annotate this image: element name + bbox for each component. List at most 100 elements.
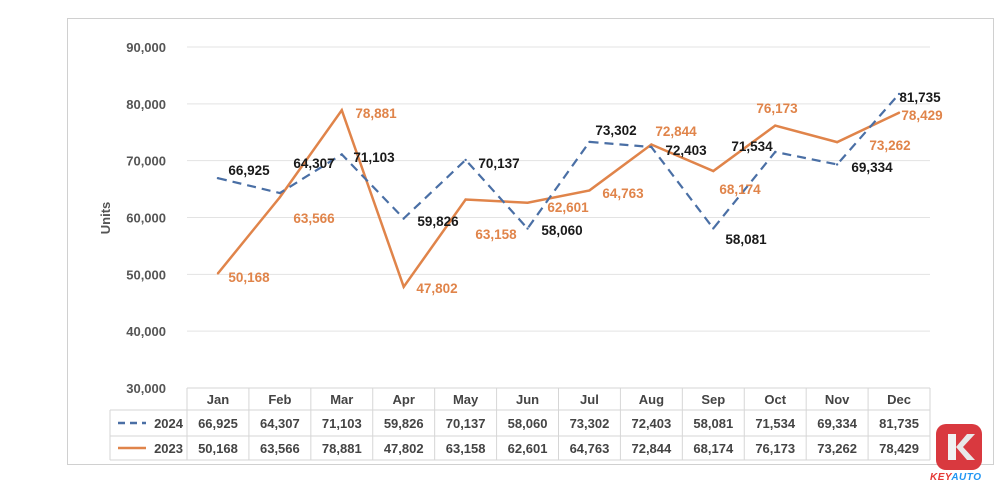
y-tick-label: 60,000 — [126, 211, 166, 226]
table-cell: 71,103 — [322, 416, 362, 431]
data-point — [340, 153, 343, 156]
table-cell: 64,763 — [570, 441, 610, 456]
logo-text: KEYAUTO — [930, 472, 982, 483]
x-tick-label: Apr — [393, 392, 415, 407]
y-tick-label: 50,000 — [126, 267, 166, 282]
data-point — [278, 191, 282, 195]
table-cell: 58,081 — [693, 416, 733, 431]
table-cell: 63,158 — [446, 441, 486, 456]
data-point — [526, 227, 529, 230]
table-cell: 62,601 — [508, 441, 548, 456]
legend-label-2024: 2024 — [154, 416, 184, 431]
data-label-2024: 64,307 — [293, 156, 334, 171]
data-label-2023: 73,262 — [869, 138, 910, 153]
x-tick-label: May — [453, 392, 479, 407]
data-label-2024: 81,735 — [899, 90, 941, 105]
table-cell: 72,844 — [631, 441, 672, 456]
data-label-2023: 62,601 — [547, 200, 589, 215]
data-point — [712, 227, 715, 230]
table-cell: 50,168 — [198, 441, 238, 456]
table-cell: 78,881 — [322, 441, 362, 456]
table-cell: 71,534 — [755, 416, 796, 431]
y-tick-label: 30,000 — [126, 381, 166, 396]
table-cell: 68,174 — [693, 441, 734, 456]
data-point — [774, 150, 777, 154]
data-label-2024: 71,534 — [731, 139, 773, 154]
table-cell: 72,403 — [631, 416, 671, 431]
table-cell: 63,566 — [260, 441, 300, 456]
series-line-2023 — [216, 107, 900, 290]
x-tick-label: Mar — [330, 392, 353, 407]
y-tick-label: 70,000 — [126, 154, 166, 169]
data-point — [650, 145, 653, 149]
data-point — [835, 140, 839, 144]
data-label-2024: 71,103 — [353, 150, 395, 165]
data-label-2024: 58,060 — [541, 223, 582, 238]
table-cell: 78,429 — [879, 441, 919, 456]
x-tick-label: Aug — [639, 392, 664, 407]
data-label-2023: 76,173 — [756, 101, 798, 116]
table-cell: 81,735 — [879, 416, 919, 431]
data-label-2024: 69,334 — [851, 160, 893, 175]
y-tick-label: 80,000 — [126, 97, 166, 112]
data-label-2024: 70,137 — [478, 156, 519, 171]
data-point — [526, 201, 529, 204]
data-point — [712, 169, 715, 173]
table-cell: 47,802 — [384, 441, 424, 456]
x-tick-label: Dec — [887, 392, 911, 407]
table-cell: 70,137 — [446, 416, 486, 431]
data-point — [402, 285, 405, 289]
x-tick-label: Sep — [701, 392, 725, 407]
data-label-2024: 72,403 — [665, 143, 707, 158]
data-point — [216, 176, 220, 180]
keyauto-logo — [936, 424, 982, 470]
data-label-2023: 78,881 — [355, 106, 397, 121]
table-cell: 64,307 — [260, 416, 300, 431]
data-label-2023: 78,429 — [901, 108, 942, 123]
x-tick-label: Jan — [207, 392, 229, 407]
table-cell: 59,826 — [384, 416, 424, 431]
data-point — [340, 108, 343, 112]
data-label-2023: 68,174 — [719, 182, 761, 197]
y-tick-label: 90,000 — [126, 40, 166, 55]
data-label-2023: 64,763 — [602, 186, 644, 201]
data-point — [650, 143, 653, 146]
data-label-2023: 63,566 — [293, 211, 335, 226]
data-point — [216, 272, 220, 275]
data-point — [835, 163, 839, 166]
table-cell: 73,262 — [817, 441, 857, 456]
series-line-2024 — [217, 93, 900, 231]
k-logo-icon — [948, 434, 975, 460]
data-label-2024: 59,826 — [417, 214, 459, 229]
data-point — [897, 111, 901, 114]
data-label-2023: 63,158 — [475, 227, 517, 242]
data-label-2023: 50,168 — [228, 270, 270, 285]
x-tick-label: Jul — [580, 392, 599, 407]
table-cell: 66,925 — [198, 416, 238, 431]
data-point — [588, 189, 591, 192]
data-label-2023: 47,802 — [416, 281, 457, 296]
y-tick-label: 40,000 — [126, 324, 166, 339]
table-cell: 76,173 — [755, 441, 795, 456]
data-label-2024: 73,302 — [595, 123, 636, 138]
data-point — [897, 92, 901, 96]
chart-frame — [67, 18, 994, 465]
table-cell: 69,334 — [817, 416, 858, 431]
x-tick-label: Nov — [825, 392, 850, 407]
x-tick-label: Jun — [516, 392, 539, 407]
data-point — [402, 217, 405, 220]
legend-label-2023: 2023 — [154, 441, 183, 456]
x-tick-label: Oct — [764, 392, 786, 407]
x-tick-label: Feb — [268, 392, 291, 407]
table-cell: 73,302 — [570, 416, 610, 431]
data-label-2024: 58,081 — [725, 232, 767, 247]
table-cell: 58,060 — [508, 416, 548, 431]
data-point — [774, 124, 777, 127]
data-point — [464, 198, 467, 201]
y-axis-label: Units — [98, 202, 113, 235]
data-point — [278, 196, 282, 199]
data-label-2024: 66,925 — [228, 163, 270, 178]
data-point — [464, 158, 467, 162]
data-label-2023: 72,844 — [655, 124, 697, 139]
